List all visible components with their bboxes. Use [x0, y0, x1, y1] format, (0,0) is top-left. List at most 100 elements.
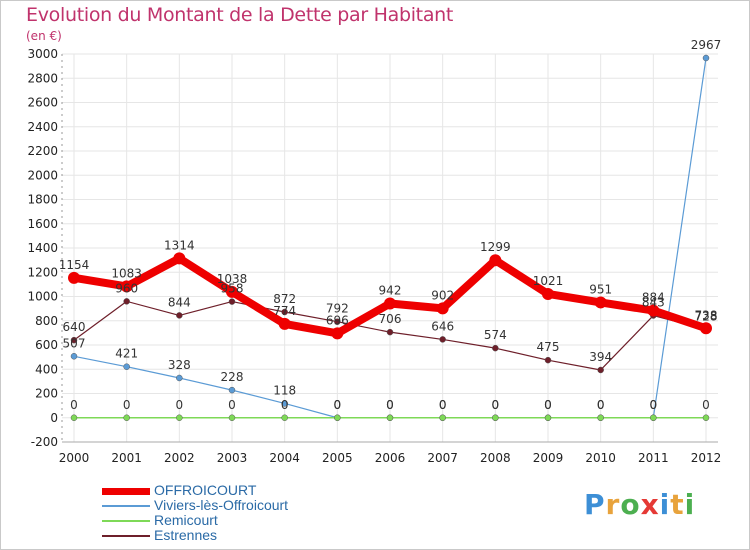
data-label: 0 — [176, 398, 184, 412]
legend-swatch — [102, 520, 150, 522]
y-tick-label: 1600 — [27, 217, 58, 231]
x-tick-label: 2000 — [59, 451, 90, 465]
data-label: 706 — [379, 312, 402, 326]
legend-label: Remicourt — [154, 512, 218, 528]
x-tick-label: 2011 — [638, 451, 669, 465]
data-point — [702, 54, 710, 62]
proxiti-logo: Proxiti — [584, 488, 695, 521]
data-point — [123, 298, 130, 305]
x-tick-label: 2008 — [480, 451, 511, 465]
logo-letter: P — [584, 488, 606, 521]
data-label: 843 — [642, 296, 665, 310]
logo-letter: o — [620, 488, 641, 521]
y-tick-label: 2200 — [27, 144, 58, 158]
data-label: 960 — [115, 281, 138, 295]
legend-swatch — [102, 505, 150, 507]
data-point — [542, 287, 554, 300]
data-label: 646 — [431, 319, 454, 333]
y-tick-label: 2800 — [27, 71, 58, 85]
data-point — [492, 414, 499, 421]
data-point — [597, 366, 604, 374]
data-point — [439, 336, 446, 343]
data-point — [281, 414, 288, 421]
legend-swatch — [102, 487, 150, 495]
data-point — [176, 374, 183, 382]
data-label: 421 — [115, 347, 138, 361]
data-point — [489, 254, 502, 267]
data-label: 0 — [492, 398, 500, 412]
data-point — [70, 336, 78, 344]
data-point — [228, 414, 236, 421]
y-tick-label: 2400 — [27, 120, 58, 134]
data-label: 328 — [168, 358, 191, 372]
data-point — [436, 302, 449, 315]
data-point — [492, 344, 499, 352]
x-tick-label: 2004 — [269, 451, 300, 465]
data-label: 0 — [597, 398, 605, 412]
data-label: 1083 — [111, 266, 142, 280]
data-point — [700, 322, 712, 335]
data-label: 0 — [123, 398, 131, 412]
data-point — [386, 328, 394, 336]
data-point — [123, 363, 130, 370]
chart-title: Evolution du Montant de la Dette par Hab… — [26, 4, 454, 26]
data-point — [386, 414, 394, 421]
data-point — [176, 312, 183, 319]
data-label: 1021 — [533, 274, 564, 288]
logo-letter: x — [640, 488, 660, 521]
y-tick-label: 1200 — [27, 265, 58, 279]
data-point — [278, 317, 291, 330]
data-point — [228, 298, 236, 305]
y-tick-label: 3000 — [27, 47, 58, 61]
logo-letter: i — [684, 488, 696, 521]
data-label: 574 — [484, 328, 507, 342]
data-label: 0 — [439, 398, 447, 412]
data-point — [281, 400, 288, 407]
data-point — [120, 280, 133, 293]
data-label: 0 — [334, 398, 342, 412]
data-label: 844 — [168, 295, 191, 309]
y-tick-label: 200 — [35, 387, 58, 401]
data-label: 0 — [597, 398, 605, 412]
legend-label: Estrennes — [154, 527, 218, 543]
data-label: 951 — [589, 282, 612, 296]
y-tick-label: 2600 — [27, 96, 58, 110]
data-label: 0 — [386, 398, 394, 412]
data-label: 774 — [273, 304, 296, 318]
legend-label: Viviers-lès-Offroicourt — [154, 497, 289, 513]
y-tick-label: 1400 — [27, 241, 58, 255]
data-point — [594, 296, 607, 309]
data-point — [334, 414, 341, 421]
data-point — [384, 297, 396, 310]
data-label: 0 — [702, 398, 710, 412]
data-label: 394 — [589, 350, 612, 364]
data-label: 1299 — [480, 240, 511, 254]
data-label: 0 — [386, 398, 394, 412]
data-label: 728 — [695, 309, 718, 323]
x-tick-label: 2010 — [585, 451, 616, 465]
data-label: 640 — [63, 320, 86, 334]
y-tick-label: 0 — [50, 411, 58, 425]
data-label: 228 — [221, 370, 244, 384]
x-tick-label: 2005 — [322, 451, 353, 465]
data-point — [123, 414, 130, 421]
x-tick-label: 2006 — [375, 451, 406, 465]
x-tick-label: 2002 — [164, 451, 195, 465]
data-point — [702, 414, 710, 421]
legend-swatch — [102, 535, 150, 537]
data-point — [176, 414, 183, 421]
y-tick-label: 600 — [35, 338, 58, 352]
data-point — [331, 327, 344, 340]
x-tick-label: 2012 — [691, 451, 722, 465]
data-point — [226, 285, 238, 298]
logo-letter: r — [605, 488, 621, 521]
data-label: 942 — [379, 284, 402, 298]
data-label: 0 — [70, 398, 78, 412]
y-tick-label: 1000 — [27, 290, 58, 304]
x-tick-label: 2009 — [533, 451, 564, 465]
legend-label: OFFROICOURT — [154, 482, 257, 498]
data-point — [597, 414, 604, 421]
logo-letter: i — [659, 488, 671, 521]
x-tick-label: 2007 — [427, 451, 458, 465]
